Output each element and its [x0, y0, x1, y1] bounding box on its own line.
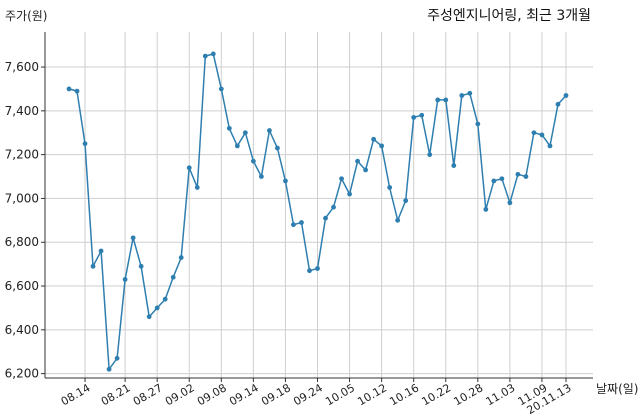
- x-tick-label: 10.05: [323, 381, 357, 408]
- data-point: [283, 178, 288, 184]
- data-point: [90, 263, 96, 269]
- data-point: [355, 158, 360, 164]
- data-point: [387, 185, 393, 190]
- data-point: [507, 200, 513, 206]
- data-point: [234, 143, 240, 149]
- data-point: [475, 121, 481, 127]
- data-point: [267, 128, 272, 133]
- data-point: [114, 355, 120, 361]
- data-point: [98, 248, 104, 254]
- x-tick-label: 10.22: [419, 381, 453, 408]
- data-point: [523, 174, 529, 179]
- x-tick-label: 09.02: [163, 381, 197, 408]
- y-tick-label: 7,000: [5, 191, 39, 205]
- data-point: [250, 158, 256, 164]
- x-tick-label: 09.24: [291, 381, 325, 408]
- data-point: [555, 101, 561, 107]
- data-point: [146, 314, 152, 320]
- data-point: [547, 143, 553, 149]
- data-point: [563, 93, 569, 98]
- data-point: [218, 86, 224, 92]
- data-point: [162, 296, 168, 302]
- y-tick-label: 7,200: [5, 148, 39, 162]
- data-point: [307, 268, 312, 274]
- data-point: [467, 90, 473, 96]
- data-point: [403, 198, 409, 204]
- data-point: [242, 130, 248, 136]
- x-tick-label: 08.27: [131, 381, 165, 408]
- data-point: [275, 145, 280, 151]
- data-point: [130, 235, 136, 241]
- x-tick-label: 11.03: [484, 381, 518, 408]
- x-axis-title: 날짜(일): [596, 382, 638, 396]
- data-point: [395, 217, 401, 223]
- data-point: [539, 132, 545, 138]
- grid-layer: [45, 32, 593, 378]
- x-tick-label: 10.16: [387, 381, 421, 408]
- data-point: [331, 204, 336, 210]
- data-point: [106, 366, 112, 372]
- data-point: [291, 222, 296, 228]
- data-point: [138, 263, 144, 269]
- data-point: [427, 152, 433, 158]
- data-point: [154, 305, 160, 311]
- data-point: [210, 51, 216, 57]
- data-point: [419, 112, 425, 118]
- data-point: [315, 266, 320, 271]
- data-point: [82, 141, 88, 147]
- data-point: [323, 215, 328, 221]
- data-point: [411, 115, 417, 120]
- data-point: [66, 86, 72, 92]
- data-point: [531, 130, 537, 136]
- data-point: [186, 165, 192, 171]
- y-axis-title: 주가(원): [5, 9, 47, 23]
- data-point: [194, 185, 200, 190]
- x-tick-label: 10.28: [452, 381, 486, 408]
- point-layer: [66, 51, 569, 372]
- data-point: [435, 97, 441, 103]
- data-point: [379, 143, 385, 149]
- data-point: [339, 176, 344, 182]
- axis-layer: [41, 32, 593, 382]
- x-tick-label: 08.14: [59, 381, 93, 408]
- x-tick-label: 10.12: [355, 381, 389, 408]
- data-point: [258, 174, 264, 179]
- y-tick-label: 7,400: [5, 104, 39, 118]
- x-tick-label: 09.14: [227, 381, 261, 408]
- data-point: [363, 167, 368, 173]
- y-tick-label: 6,200: [5, 367, 39, 381]
- data-point: [299, 220, 304, 225]
- x-tick-label: 08.21: [99, 381, 133, 408]
- data-point: [122, 277, 128, 282]
- y-tick-label: 6,600: [5, 279, 39, 293]
- data-point: [451, 163, 457, 168]
- data-point: [443, 97, 449, 103]
- label-layer: 6,200 6,400 6,600 6,800 7,000 7,200 7,400 7,600…: [5, 60, 574, 417]
- data-point: [170, 274, 176, 280]
- x-tick-label: 09.18: [259, 381, 293, 408]
- chart-title: 주성엔지니어링, 최근 3개월: [427, 8, 591, 24]
- x-tick-label: 09.08: [195, 381, 229, 408]
- y-tick-label: 6,400: [5, 323, 39, 337]
- y-tick-label: 6,800: [5, 235, 39, 249]
- data-point: [347, 191, 352, 197]
- y-tick-label: 7,600: [5, 60, 39, 74]
- data-point: [499, 176, 505, 182]
- data-point: [178, 255, 184, 260]
- data-point: [483, 206, 489, 212]
- data-point: [226, 125, 232, 131]
- data-point: [202, 53, 208, 59]
- data-point: [371, 136, 377, 142]
- data-point: [459, 93, 465, 98]
- data-point: [515, 171, 521, 177]
- data-point: [74, 88, 80, 94]
- data-point: [491, 178, 497, 184]
